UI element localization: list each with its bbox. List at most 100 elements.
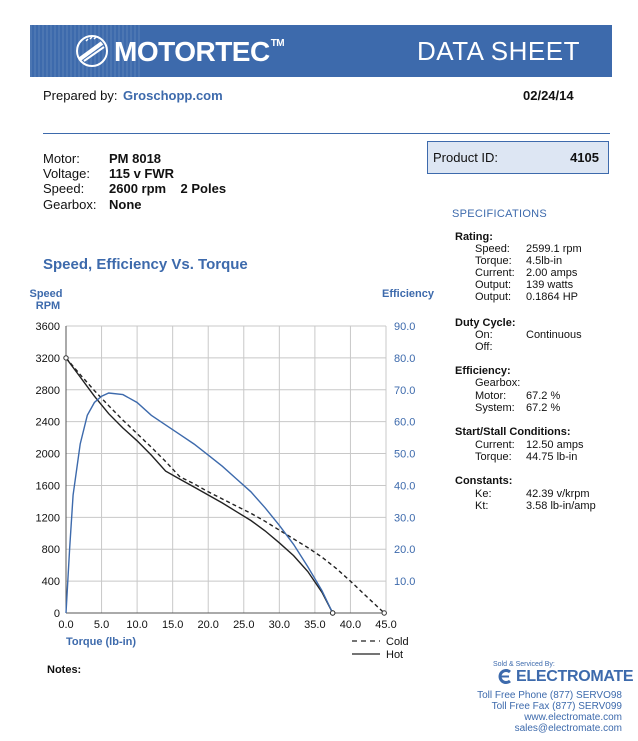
efficiency-heading: Efficiency: [455, 365, 511, 377]
y-tick-label-right: 70.0 [394, 385, 415, 397]
x-tick-label: 20.0 [198, 619, 219, 631]
motor-label: Motor: [43, 151, 80, 166]
y-axis-label-left: Speed [29, 288, 62, 300]
contact-phone: Toll Free Phone (877) SERVO98 [477, 690, 622, 701]
x-tick-label: 40.0 [340, 619, 361, 631]
speed-label: Speed: [43, 181, 85, 196]
rating-output-watts-value: 139 watts [526, 279, 574, 291]
y-tick-label-right: 10.0 [394, 576, 415, 588]
constants-heading: Constants: [455, 475, 513, 487]
duty-on-value: Continuous [526, 329, 582, 341]
y-tick-label-right: 60.0 [394, 417, 415, 429]
logo-wordmark: MOTORTECTM [114, 36, 285, 68]
legend-label-hot: Hot [386, 649, 403, 661]
duty-cycle-heading: Duty Cycle: [455, 317, 516, 329]
speed-efficiency-torque-chart: 0 400 800 1200 1600 2000 2400 2800 3200 3600 10.0 2… [29, 288, 435, 661]
y-axis-label-right: Efficiency [382, 288, 435, 300]
x-tick-label: 10.0 [126, 619, 147, 631]
y-tick-label-right: 80.0 [394, 353, 415, 365]
electromate-logo-icon [498, 669, 511, 684]
series-line-cold [65, 357, 385, 614]
duty-on-label: On: [475, 329, 493, 341]
efficiency-motor-value: 67.2 % [526, 390, 561, 402]
rating-speed-value: 2599.1 rpm [526, 243, 582, 255]
x-tick-label: 5.0 [94, 619, 109, 631]
series-endpoint-cold [381, 610, 387, 616]
logo-trademark: TM [270, 38, 285, 49]
rating-torque-value: 4.5lb-in [526, 255, 563, 267]
y-tick-label-left: 0 [54, 608, 60, 620]
stall-heading: Start/Stall Conditions: [455, 426, 571, 438]
y-tick-label-left: 2400 [36, 417, 60, 429]
constant-kt-label: Kt: [475, 500, 489, 512]
prepared-by-label: Prepared by: [43, 88, 118, 103]
sold-by-label: Sold & Serviced By: [493, 661, 555, 668]
product-id-box: Product ID: 4105 [427, 141, 609, 174]
y-tick-label-left: 400 [42, 576, 60, 588]
legend-label-cold: Cold [386, 636, 409, 648]
x-tick-label: 25.0 [233, 619, 254, 631]
y-tick-label-left: 2000 [36, 449, 60, 461]
notes-label: Notes: [47, 664, 82, 676]
y-tick-label-right: 50.0 [394, 449, 415, 461]
y-tick-label-left: 1200 [36, 512, 60, 524]
speed-value: 2600 rpm 2 Poles [109, 181, 227, 196]
series-line-efficiency [65, 392, 334, 614]
y-tick-label-left: 800 [42, 544, 60, 556]
efficiency-system-label: System: [475, 402, 515, 414]
header-banner: MOTORTECTM DATA SHEET [30, 25, 612, 77]
x-tick-label: 35.0 [304, 619, 325, 631]
y-tick-label-right: 40.0 [394, 480, 415, 492]
x-axis-label: Torque (lb-in) [66, 636, 136, 648]
date-value: 02/24/14 [523, 88, 574, 103]
specifications-title: SPECIFICATIONS [452, 208, 548, 220]
x-tick-label: 45.0 [375, 619, 396, 631]
chart-title: Speed, Efficiency Vs. Torque [43, 256, 248, 273]
rating-output-watts-label: Output: [475, 279, 512, 291]
x-tick-label: 0.0 [58, 619, 73, 631]
product-id-value: 4105 [570, 150, 599, 165]
efficiency-system-value: 67.2 % [526, 402, 561, 414]
stall-current-label: Current: [475, 439, 515, 451]
rating-current-label: Current: [475, 267, 515, 279]
x-tick-label: 30.0 [269, 619, 290, 631]
rating-output-hp-value: 0.1864 HP [526, 291, 578, 303]
y-tick-label-left: 3200 [36, 353, 60, 365]
stall-torque-value: 44.75 lb-in [526, 451, 578, 463]
rating-heading: Rating: [455, 231, 493, 243]
constant-ke-value: 42.39 v/krpm [526, 488, 590, 500]
banner-stripes [30, 25, 140, 77]
voltage-value: 115 v FWR [109, 166, 175, 181]
stall-torque-label: Torque: [475, 451, 512, 463]
rating-torque-label: Torque: [475, 255, 512, 267]
constant-kt-value: 3.58 lb-in/amp [526, 500, 596, 512]
page-title: DATA SHEET [417, 36, 580, 66]
voltage-label: Voltage: [43, 166, 90, 181]
contact-website[interactable]: www.electromate.com [524, 712, 622, 723]
series-start-marker [63, 355, 69, 361]
stall-current-value: 12.50 amps [526, 439, 584, 451]
electromate-company-name: ELECTROMATE [516, 668, 634, 685]
constant-ke-label: Ke: [475, 488, 492, 500]
x-tick-label: 15.0 [162, 619, 183, 631]
contact-fax: Toll Free Fax (877) SERV099 [491, 701, 622, 712]
motortec-logo-icon [76, 35, 108, 67]
divider [43, 133, 610, 134]
y-tick-label-left: 1600 [36, 480, 60, 492]
efficiency-motor-label: Motor: [475, 390, 507, 402]
contact-email[interactable]: sales@electromate.com [514, 723, 622, 734]
efficiency-gearbox-label: Gearbox: [475, 377, 521, 389]
gearbox-value: None [109, 197, 142, 212]
rating-output-hp-label: Output: [475, 291, 512, 303]
series-endpoint-efficiency [329, 610, 336, 616]
rating-speed-label: Speed: [475, 243, 510, 255]
y-tick-label-right: 90.0 [394, 321, 415, 333]
y-tick-label-right: 30.0 [394, 512, 415, 524]
series-line-hot [65, 357, 334, 614]
motor-value: PM 8018 [109, 151, 162, 166]
y-axis-unit-left: RPM [36, 300, 60, 312]
gearbox-label: Gearbox: [43, 197, 97, 212]
product-id-label: Product ID: [433, 150, 499, 165]
logo-text: MOTORTEC [114, 36, 270, 67]
prepared-by-value: Groschopp.com [123, 88, 223, 103]
